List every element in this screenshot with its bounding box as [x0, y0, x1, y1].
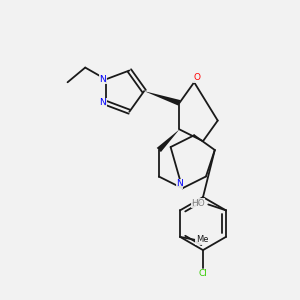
Text: N: N — [100, 75, 106, 84]
Text: Cl: Cl — [199, 269, 207, 278]
Text: Me: Me — [196, 235, 208, 244]
Text: HO: HO — [191, 199, 205, 208]
Polygon shape — [144, 91, 180, 106]
Text: N: N — [100, 98, 106, 107]
Polygon shape — [157, 129, 179, 152]
Text: O: O — [194, 74, 201, 82]
Text: N: N — [176, 179, 183, 188]
